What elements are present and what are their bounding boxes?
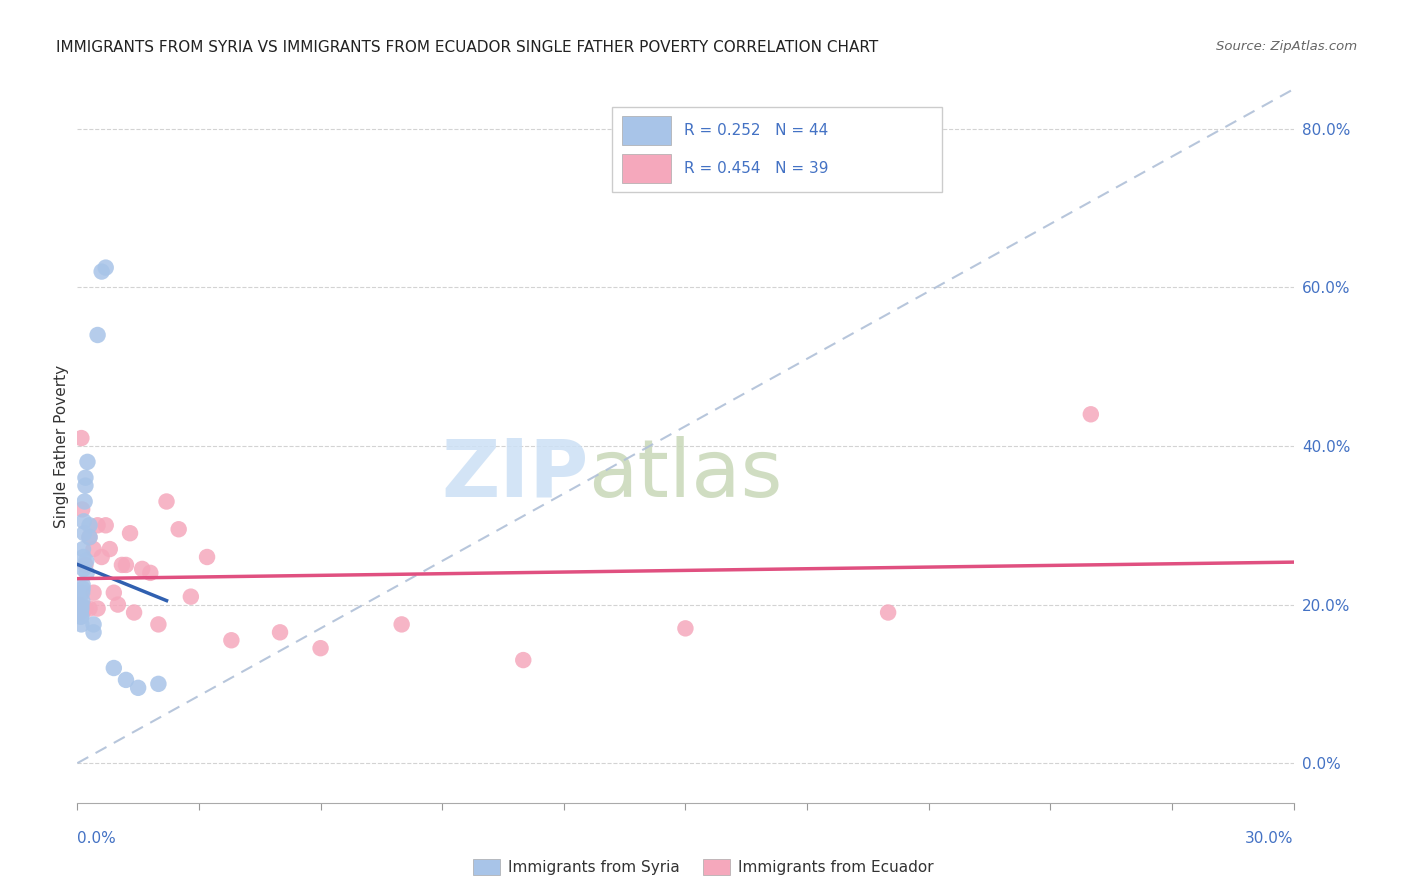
Point: [195, 549, 218, 564]
Point: [67, 601, 90, 615]
Point: [73, 526, 96, 541]
Point: [98, 542, 121, 557]
Text: R = 0.454   N = 39: R = 0.454 N = 39: [685, 161, 828, 176]
Point: [103, 661, 125, 675]
Text: IMMIGRANTS FROM SYRIA VS IMMIGRANTS FROM ECUADOR SINGLE FATHER POVERTY CORRELATI: IMMIGRANTS FROM SYRIA VS IMMIGRANTS FROM…: [56, 40, 879, 55]
Point: [72, 578, 94, 592]
Point: [67, 606, 90, 620]
Point: [69, 606, 91, 620]
Point: [69, 598, 91, 612]
Point: [103, 585, 125, 599]
Point: [107, 598, 129, 612]
Point: [75, 558, 97, 572]
Point: [69, 606, 91, 620]
Point: [70, 431, 93, 445]
Point: [90, 549, 112, 564]
Point: [72, 549, 94, 564]
Point: [75, 601, 97, 615]
Point: [73, 494, 96, 508]
Point: [76, 455, 98, 469]
Point: [122, 606, 145, 620]
Text: ZIP: ZIP: [441, 435, 588, 514]
Point: [72, 601, 94, 615]
Text: 0.0%: 0.0%: [77, 831, 117, 846]
Point: [877, 606, 900, 620]
Point: [72, 582, 94, 596]
Point: [127, 681, 149, 695]
Point: [86, 518, 108, 533]
Point: [70, 601, 93, 615]
Point: [221, 633, 243, 648]
Point: [148, 617, 170, 632]
Point: [139, 566, 162, 580]
Point: [115, 673, 138, 687]
Point: [167, 522, 190, 536]
Point: [86, 328, 108, 343]
Point: [70, 601, 93, 615]
Point: [70, 609, 93, 624]
Point: [86, 601, 108, 615]
Point: [1080, 407, 1102, 421]
Point: [83, 625, 105, 640]
Point: [72, 562, 94, 576]
Point: [512, 653, 534, 667]
Point: [180, 590, 202, 604]
Point: [70, 585, 93, 599]
Point: [70, 601, 93, 615]
Point: [79, 601, 101, 615]
Point: [115, 558, 138, 572]
Point: [69, 598, 91, 612]
Point: [70, 502, 93, 516]
Point: [94, 260, 117, 275]
Legend: Immigrants from Syria, Immigrants from Ecuador: Immigrants from Syria, Immigrants from E…: [472, 860, 934, 875]
Y-axis label: Single Father Poverty: Single Father Poverty: [53, 365, 69, 527]
Point: [155, 494, 177, 508]
Point: [131, 562, 153, 576]
Point: [69, 609, 91, 624]
Point: [67, 598, 90, 612]
Point: [118, 526, 141, 541]
Point: [69, 601, 91, 615]
Point: [76, 566, 98, 580]
Point: [675, 621, 697, 635]
Point: [148, 677, 170, 691]
Point: [73, 514, 96, 528]
Point: [70, 617, 93, 632]
Point: [72, 542, 94, 557]
Point: [90, 264, 112, 278]
Point: [70, 609, 93, 624]
Text: Source: ZipAtlas.com: Source: ZipAtlas.com: [1216, 40, 1357, 54]
Point: [83, 542, 105, 557]
Text: 30.0%: 30.0%: [1246, 831, 1294, 846]
Point: [79, 530, 101, 544]
Point: [75, 471, 97, 485]
Point: [269, 625, 291, 640]
FancyBboxPatch shape: [612, 107, 942, 192]
Text: atlas: atlas: [588, 435, 783, 514]
Point: [67, 601, 90, 615]
Point: [309, 641, 332, 656]
Point: [70, 593, 93, 607]
Point: [75, 478, 97, 492]
Point: [79, 518, 101, 533]
Point: [111, 558, 134, 572]
Point: [67, 598, 90, 612]
Point: [67, 590, 90, 604]
FancyBboxPatch shape: [621, 116, 671, 145]
FancyBboxPatch shape: [621, 153, 671, 183]
Point: [69, 606, 91, 620]
Point: [67, 601, 90, 615]
Point: [75, 554, 97, 568]
Point: [79, 530, 101, 544]
Point: [67, 593, 90, 607]
Point: [83, 617, 105, 632]
Text: R = 0.252   N = 44: R = 0.252 N = 44: [685, 123, 828, 138]
Point: [391, 617, 413, 632]
Point: [70, 598, 93, 612]
Point: [94, 518, 117, 533]
Point: [83, 585, 105, 599]
